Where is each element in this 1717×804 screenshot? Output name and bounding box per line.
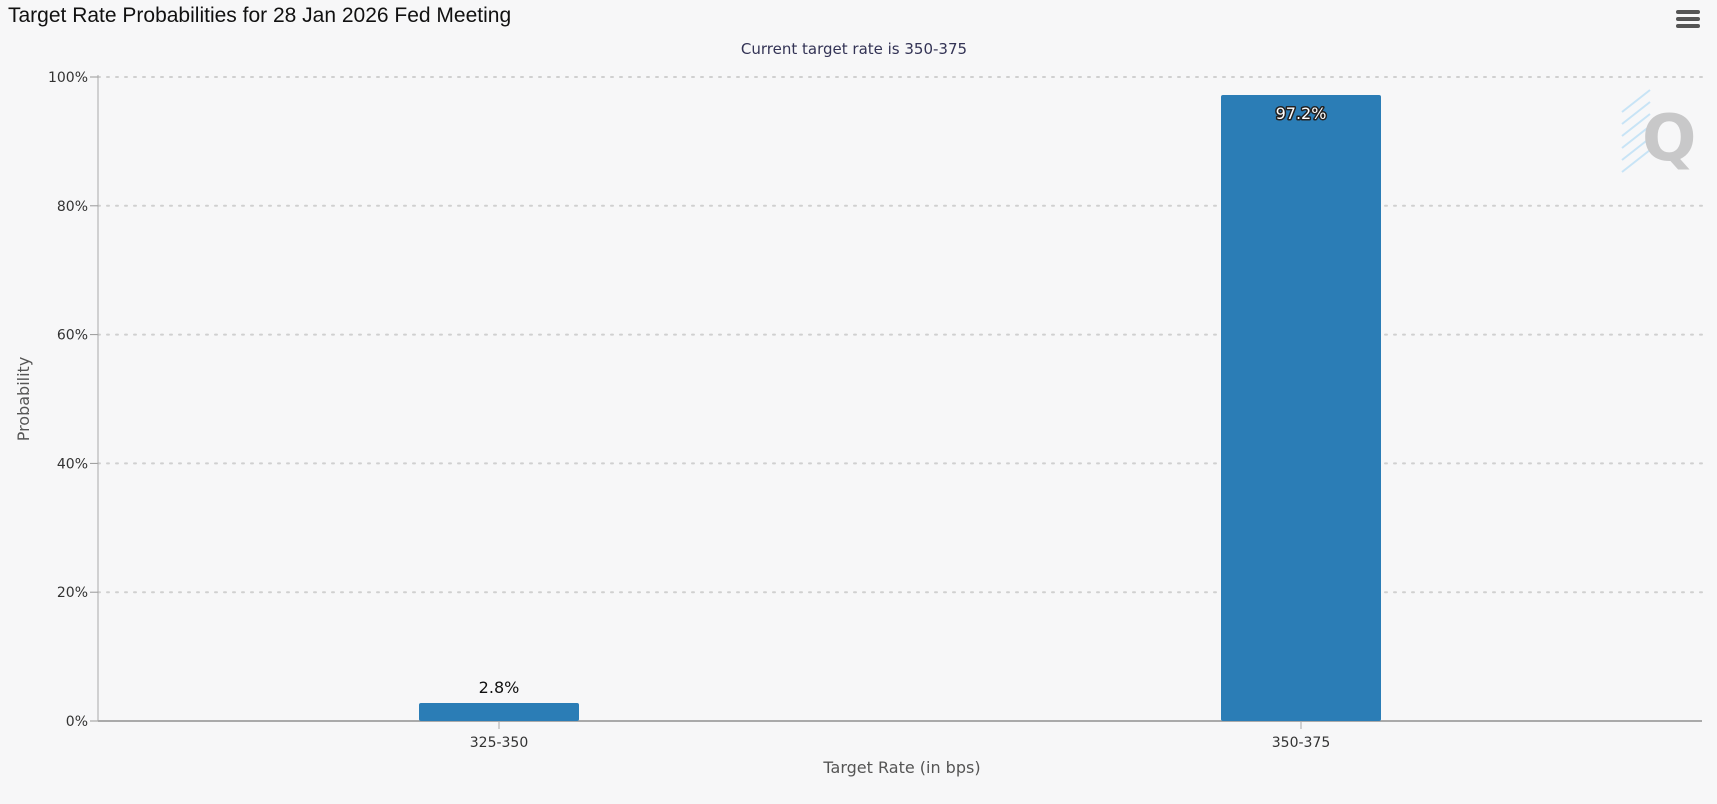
x-axis: 325-350 350-375 — [98, 720, 1702, 751]
grid-lines — [97, 76, 1703, 594]
x-tick-label: 325-350 — [470, 735, 529, 751]
q-logo-letter: Q — [1642, 102, 1696, 176]
x-tick-label: 350-375 — [1272, 735, 1331, 751]
y-tick-label: 80% — [57, 199, 88, 215]
y-axis-title: Probability — [14, 357, 33, 442]
y-tick-label: 40% — [57, 456, 88, 472]
q-logo-icon: Q — [1621, 89, 1696, 176]
menu-line — [1676, 10, 1700, 14]
data-label: 97.2% — [1276, 104, 1327, 123]
chart-subtitle: Current target rate is 350-375 — [741, 40, 967, 58]
hamburger-menu-icon[interactable] — [1676, 10, 1702, 32]
y-axis: 0% 20% 40% 60% 80% 100% — [48, 70, 99, 730]
data-label: 2.8% — [479, 678, 520, 697]
menu-line — [1676, 24, 1700, 28]
y-tick-label: 20% — [57, 585, 88, 601]
y-tick-label: 0% — [66, 714, 88, 730]
chart-title: Target Rate Probabilities for 28 Jan 202… — [8, 4, 512, 27]
bars — [419, 95, 1381, 722]
y-tick-label: 100% — [48, 70, 88, 86]
bar — [1221, 95, 1381, 722]
x-axis-title: Target Rate (in bps) — [822, 758, 980, 777]
bar — [419, 702, 579, 721]
data-labels: 2.8% 97.2% — [479, 103, 1328, 697]
menu-line — [1676, 17, 1700, 21]
y-tick-label: 60% — [57, 328, 88, 344]
